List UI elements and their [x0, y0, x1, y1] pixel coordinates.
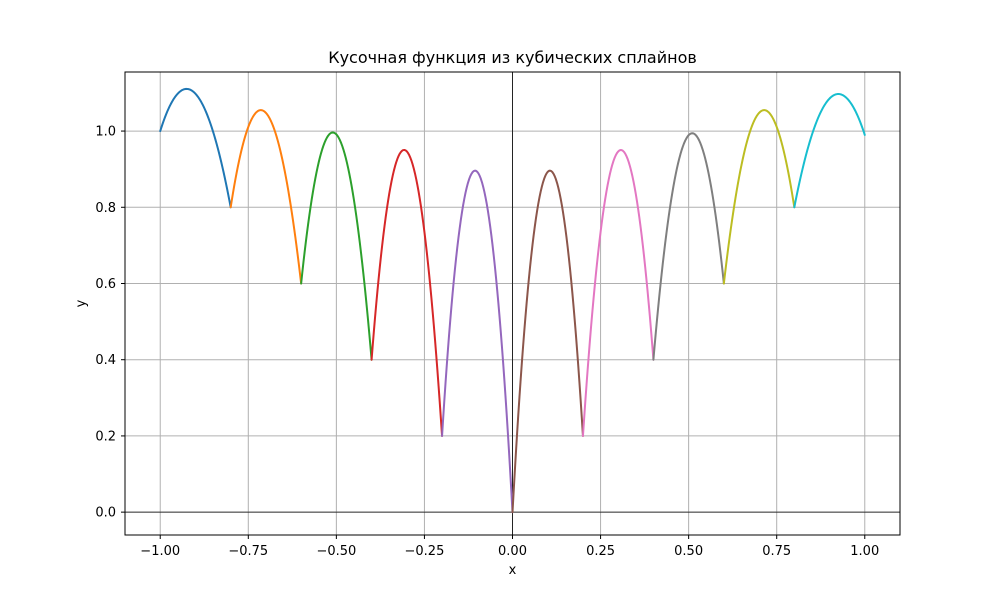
x-tick-label: 0.25	[586, 544, 615, 559]
x-axis-label: x	[509, 563, 517, 578]
series-line-7	[581, 149, 655, 437]
x-tick-label: 0.75	[762, 544, 791, 559]
chart-title: Кусочная функция из кубических сплайнов	[328, 48, 697, 67]
series-group	[159, 87, 866, 514]
y-tick-label: 0.0	[95, 506, 116, 521]
y-tick-label: 0.8	[95, 201, 116, 216]
y-tick-label: 1.0	[95, 125, 116, 140]
x-tick-label: −0.50	[316, 544, 356, 559]
series-line-4	[370, 148, 444, 437]
series-line-8	[652, 132, 725, 361]
x-tick-label: 0.50	[674, 544, 703, 559]
series-line-5	[441, 169, 514, 514]
x-tick-label: 1.00	[850, 544, 879, 559]
x-tick-label: 0.00	[498, 544, 527, 559]
y-ticks: 0.0 0.2 0.4 0.6 0.8 1.0	[95, 125, 125, 521]
y-tick-label: 0.4	[95, 353, 116, 368]
reference-lines	[125, 72, 900, 535]
series-line-9	[722, 109, 796, 285]
x-tick-label: −0.75	[228, 544, 268, 559]
series-line-6	[511, 169, 584, 514]
series-line-10	[793, 93, 866, 209]
series-line-2	[229, 109, 303, 285]
series-line-3	[300, 131, 373, 361]
x-tick-label: −0.25	[405, 544, 445, 559]
series-line-1	[159, 87, 232, 209]
x-ticks: −1.00 −0.75 −0.50 −0.25 0.00 0.25 0.50 0.75 1.00	[140, 535, 879, 559]
y-axis-label: y	[74, 299, 89, 307]
x-tick-label: −1.00	[140, 544, 180, 559]
y-tick-label: 0.2	[95, 429, 116, 444]
y-tick-label: 0.6	[95, 277, 116, 292]
